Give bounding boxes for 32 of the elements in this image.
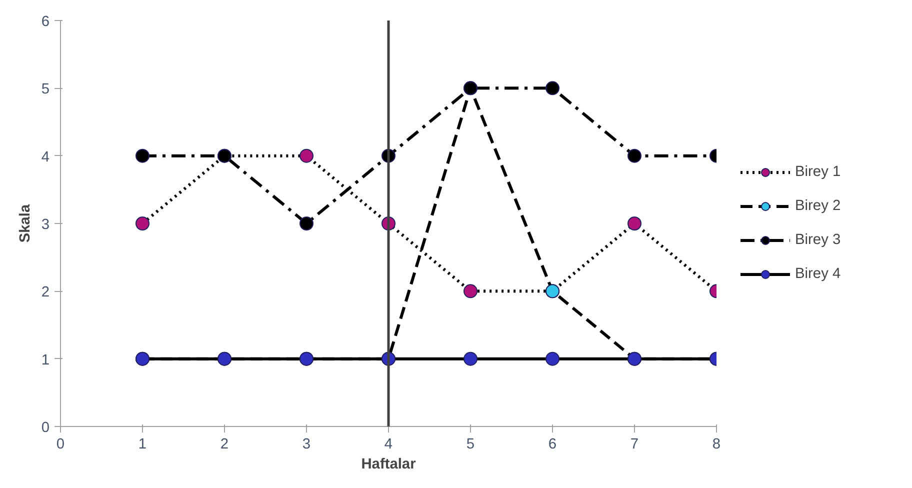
point — [136, 216, 150, 230]
legend-label: Birey 2 — [795, 198, 841, 214]
x-axis-title: Haftalar — [361, 456, 416, 472]
point — [546, 81, 560, 96]
x-tick-label: 8 — [712, 436, 721, 452]
x-tick-label: 5 — [466, 436, 475, 452]
point — [136, 148, 150, 163]
point — [628, 216, 642, 230]
x-tick-label: 3 — [302, 436, 311, 452]
point — [628, 148, 642, 163]
y-tick-label: 4 — [41, 149, 50, 166]
point — [464, 284, 478, 298]
y-tick-label: 1 — [41, 352, 50, 368]
legend-label: Birey 4 — [795, 266, 841, 282]
y-tick-label: 6 — [41, 14, 50, 30]
x-tick-label: 2 — [220, 436, 229, 452]
y-tick-label: 0 — [41, 420, 50, 436]
x-tick-label: 4 — [384, 436, 393, 452]
y-tick-label: 5 — [41, 82, 50, 98]
point — [464, 352, 478, 366]
y-tick-label: 3 — [41, 217, 50, 233]
x-tick-label: 1 — [138, 436, 147, 452]
y-tick-label: 2 — [41, 284, 50, 301]
y-axis-title: Skala — [17, 204, 34, 243]
legend-label: Birey 3 — [795, 232, 841, 248]
point — [300, 148, 314, 163]
point — [546, 352, 560, 366]
x-tick-label: 0 — [56, 436, 65, 452]
point — [300, 216, 314, 230]
legend-label: Birey 1 — [795, 164, 841, 180]
x-tick-label: 7 — [630, 436, 639, 452]
x-tick-label: 6 — [548, 436, 557, 452]
